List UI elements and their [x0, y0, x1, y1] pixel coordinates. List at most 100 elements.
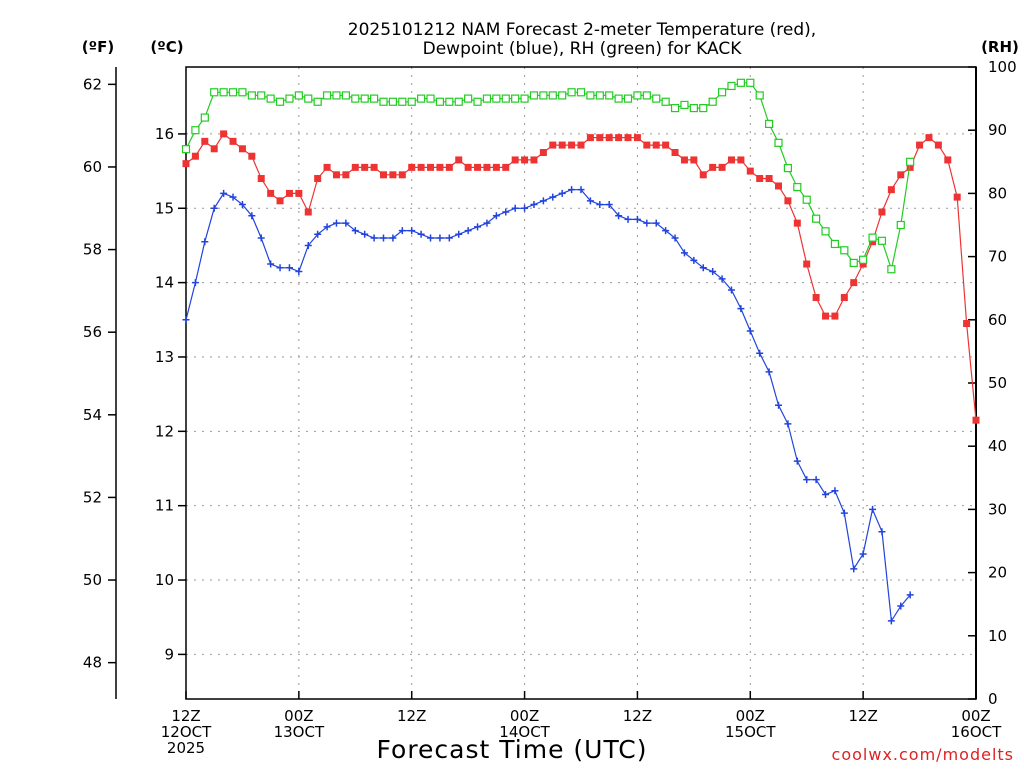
- x-tick-label: 12OCT: [161, 723, 212, 741]
- data-point-dewpoint: [445, 234, 453, 242]
- fahrenheit-tick-label: 52: [83, 488, 102, 506]
- data-point-dewpoint: [455, 230, 463, 238]
- fahrenheit-tick-label: 54: [83, 406, 102, 424]
- data-point-dewpoint: [897, 602, 905, 610]
- series-line-temperature: [185, 133, 977, 421]
- data-point-dewpoint: [257, 234, 265, 242]
- data-point-rh: [755, 91, 764, 100]
- data-point-dewpoint: [436, 234, 444, 242]
- x-tick-label: 00Z: [510, 707, 539, 725]
- celsius-tick-label: 10: [155, 571, 174, 589]
- fahrenheit-tick-label: 50: [83, 571, 102, 589]
- data-point-rh: [228, 88, 238, 97]
- data-point-temperature: [746, 167, 754, 175]
- rh-tick-label: 100: [988, 58, 1017, 76]
- data-point-temperature: [370, 163, 378, 171]
- data-point-rh: [257, 91, 266, 100]
- data-point-rh: [623, 94, 633, 103]
- data-point-temperature: [285, 189, 293, 197]
- data-point-rh: [736, 78, 745, 87]
- data-point-rh: [605, 91, 614, 100]
- data-point-rh: [774, 138, 783, 147]
- data-point-rh: [266, 94, 275, 103]
- data-point-dewpoint: [549, 193, 557, 201]
- data-point-dewpoint: [803, 476, 811, 484]
- data-point-rh: [821, 227, 830, 236]
- data-point-dewpoint: [492, 212, 500, 220]
- data-point-dewpoint: [521, 204, 529, 212]
- fahrenheit-tick-label: 60: [83, 158, 102, 176]
- data-point-temperature: [427, 163, 435, 171]
- data-point-rh: [783, 164, 793, 173]
- x-tick-label: 14OCT: [499, 723, 550, 741]
- rh-tick-label: 60: [988, 311, 1007, 329]
- data-point-rh: [285, 94, 294, 103]
- data-point-dewpoint: [530, 201, 538, 209]
- data-point-dewpoint: [285, 264, 293, 272]
- data-point-temperature: [182, 160, 190, 168]
- data-point-rh: [840, 246, 849, 255]
- data-point-rh: [830, 239, 840, 249]
- data-point-temperature: [615, 134, 623, 142]
- data-point-temperature: [238, 145, 246, 153]
- data-point-temperature: [380, 171, 387, 179]
- data-point-temperature: [257, 175, 265, 183]
- data-point-rh: [238, 88, 247, 97]
- series-temperature: [182, 130, 980, 424]
- data-point-dewpoint: [671, 234, 679, 242]
- data-point-temperature: [295, 189, 303, 197]
- data-point-dewpoint: [869, 505, 877, 513]
- data-point-temperature: [511, 156, 519, 164]
- data-point-dewpoint: [295, 267, 303, 275]
- data-point-temperature: [389, 171, 397, 179]
- data-point-temperature: [191, 152, 199, 160]
- data-point-rh: [689, 103, 698, 113]
- data-point-temperature: [558, 141, 566, 149]
- data-point-dewpoint: [633, 215, 641, 223]
- data-point-rh: [473, 97, 482, 106]
- data-point-temperature: [878, 208, 886, 216]
- data-point-temperature: [953, 193, 961, 201]
- data-point-temperature: [229, 137, 237, 145]
- data-point-temperature: [784, 197, 792, 205]
- data-point-temperature: [323, 163, 331, 171]
- series-rh: [181, 78, 915, 274]
- data-point-temperature: [605, 134, 613, 142]
- data-point-dewpoint: [483, 219, 491, 227]
- data-point-temperature: [332, 171, 340, 179]
- data-point-temperature: [502, 163, 510, 171]
- data-point-rh: [275, 97, 285, 106]
- data-point-dewpoint: [511, 204, 519, 212]
- data-point-dewpoint: [502, 208, 510, 216]
- data-point-rh: [501, 94, 510, 103]
- data-point-temperature: [699, 171, 707, 179]
- data-point-temperature: [803, 260, 811, 268]
- data-point-dewpoint: [210, 204, 218, 212]
- data-point-temperature: [963, 320, 971, 328]
- data-point-dewpoint: [624, 215, 632, 223]
- data-point-rh: [859, 255, 868, 264]
- data-point-temperature: [577, 141, 585, 149]
- data-point-rh: [567, 88, 576, 97]
- data-point-temperature: [793, 219, 801, 227]
- data-point-rh: [426, 94, 435, 103]
- data-point-dewpoint: [248, 212, 256, 220]
- fahrenheit-tick-label: 58: [83, 241, 102, 259]
- data-point-temperature: [539, 149, 547, 157]
- data-point-temperature: [690, 156, 698, 164]
- data-point-rh: [652, 94, 661, 103]
- rh-tick-label: 50: [988, 374, 1007, 392]
- data-point-dewpoint: [596, 201, 604, 209]
- data-point-dewpoint: [605, 201, 613, 209]
- data-point-temperature: [887, 186, 895, 194]
- data-point-dewpoint: [332, 219, 340, 227]
- data-point-dewpoint: [389, 234, 397, 242]
- data-point-dewpoint: [398, 227, 406, 235]
- data-point-rh: [793, 182, 802, 192]
- data-point-temperature: [737, 156, 745, 164]
- data-point-rh: [492, 94, 501, 103]
- data-point-rh: [191, 126, 200, 135]
- data-point-rh: [388, 97, 398, 106]
- data-point-temperature: [248, 152, 256, 160]
